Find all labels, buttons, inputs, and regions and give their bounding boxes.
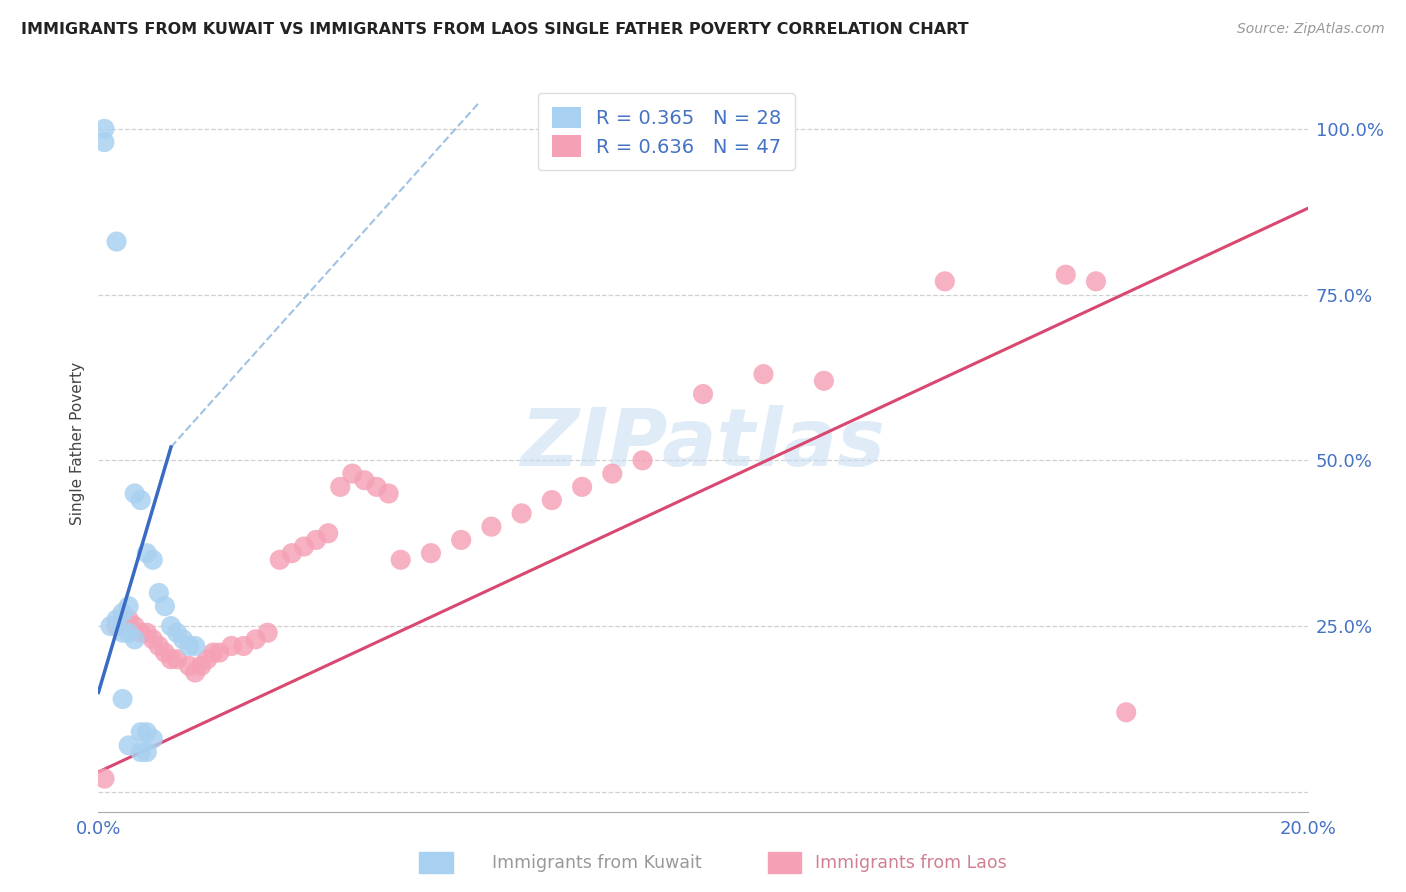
Point xyxy=(129,493,152,508)
Point xyxy=(142,632,165,647)
Point xyxy=(118,612,141,626)
Point xyxy=(420,546,443,560)
Point xyxy=(135,725,157,739)
Legend: R = 0.365   N = 28, R = 0.636   N = 47: R = 0.365 N = 28, R = 0.636 N = 47 xyxy=(538,93,796,170)
Text: Immigrants from Laos: Immigrants from Laos xyxy=(815,855,1007,872)
Point xyxy=(366,480,388,494)
Point xyxy=(166,625,188,640)
Point xyxy=(160,652,183,666)
Text: IMMIGRANTS FROM KUWAIT VS IMMIGRANTS FROM LAOS SINGLE FATHER POVERTY CORRELATION: IMMIGRANTS FROM KUWAIT VS IMMIGRANTS FRO… xyxy=(21,22,969,37)
Point xyxy=(135,546,157,560)
Point xyxy=(692,387,714,401)
Point xyxy=(148,586,170,600)
Point xyxy=(124,486,146,500)
Point xyxy=(232,639,254,653)
Point xyxy=(184,639,207,653)
Point xyxy=(179,658,201,673)
Point xyxy=(153,599,176,614)
Point xyxy=(329,480,352,494)
Point xyxy=(481,519,503,533)
Text: Source: ZipAtlas.com: Source: ZipAtlas.com xyxy=(1237,22,1385,37)
Point xyxy=(208,646,231,660)
Text: ZIPatlas: ZIPatlas xyxy=(520,405,886,483)
Point xyxy=(190,658,212,673)
Point xyxy=(202,646,225,660)
Point xyxy=(631,453,654,467)
Point xyxy=(135,625,157,640)
Point xyxy=(245,632,267,647)
Text: Immigrants from Kuwait: Immigrants from Kuwait xyxy=(492,855,702,872)
Point xyxy=(316,526,339,541)
Point xyxy=(195,652,218,666)
Point xyxy=(124,632,146,647)
Point xyxy=(118,599,141,614)
Point xyxy=(184,665,207,680)
Point xyxy=(1085,274,1108,288)
Point xyxy=(305,533,328,547)
Point xyxy=(353,473,375,487)
Point xyxy=(111,625,134,640)
Point xyxy=(142,553,165,567)
Point xyxy=(281,546,304,560)
Point xyxy=(93,772,115,786)
Bar xyxy=(768,852,801,873)
Point xyxy=(813,374,835,388)
Point xyxy=(510,507,533,521)
Point xyxy=(342,467,364,481)
Point xyxy=(540,493,562,508)
Point xyxy=(118,625,141,640)
Point xyxy=(1115,706,1137,720)
Point xyxy=(160,619,183,633)
Point xyxy=(129,625,152,640)
Point xyxy=(93,121,115,136)
Point xyxy=(105,612,128,626)
Point xyxy=(571,480,593,494)
Point xyxy=(118,739,141,753)
Point xyxy=(124,619,146,633)
Point xyxy=(602,467,624,481)
Point xyxy=(172,632,194,647)
Point xyxy=(129,745,152,759)
Point xyxy=(256,625,278,640)
Point xyxy=(292,540,315,554)
Point xyxy=(179,639,201,653)
Point xyxy=(100,619,122,633)
Point xyxy=(142,731,165,746)
Point xyxy=(377,486,399,500)
Point xyxy=(450,533,472,547)
Point xyxy=(269,553,291,567)
Point xyxy=(135,745,157,759)
Point xyxy=(934,274,956,288)
Point xyxy=(389,553,412,567)
Point xyxy=(153,646,176,660)
Point xyxy=(105,619,128,633)
Point xyxy=(166,652,188,666)
Bar xyxy=(419,852,453,873)
Point xyxy=(752,367,775,381)
Point xyxy=(1054,268,1077,282)
Point xyxy=(93,135,115,149)
Y-axis label: Single Father Poverty: Single Father Poverty xyxy=(69,362,84,525)
Point xyxy=(221,639,243,653)
Point xyxy=(148,639,170,653)
Point xyxy=(129,725,152,739)
Point xyxy=(105,235,128,249)
Point xyxy=(111,606,134,620)
Point xyxy=(111,692,134,706)
